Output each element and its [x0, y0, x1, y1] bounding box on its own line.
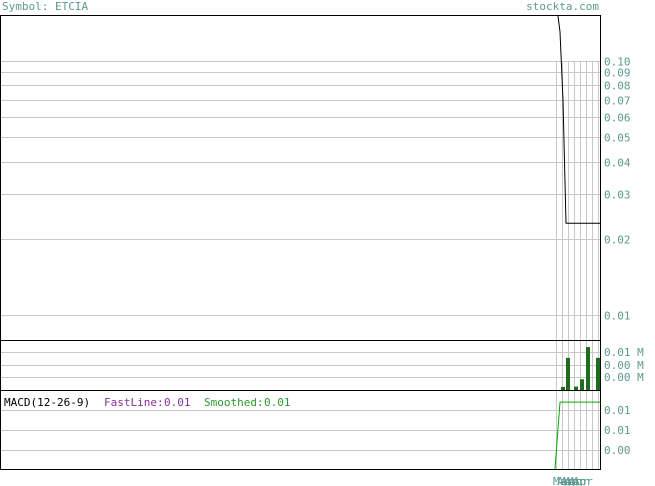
- price-gridlines: [1, 61, 600, 316]
- macd-axis-labels: 0.01 0.01 0.00: [604, 404, 631, 457]
- price-tick-label: 0.01: [604, 310, 631, 323]
- macd-fast-label: FastLine:: [104, 396, 164, 409]
- macd-tick-label: 0.01: [604, 404, 631, 417]
- price-tick-label: 0.02: [604, 234, 631, 247]
- price-tick-label: 0.07: [604, 95, 631, 108]
- volume-bar: [586, 347, 590, 390]
- x-tick-label: Apr: [561, 475, 581, 486]
- x-tick-label: Apr: [569, 475, 589, 486]
- volume-bar: [566, 357, 570, 390]
- macd-panel-frame: [0, 390, 601, 470]
- macd-fast-line: [554, 401, 600, 470]
- price-axis-labels: 0.100.090.08 0.07 0.06 0.05 0.04 0.03 0.02 0.01: [604, 56, 631, 323]
- volume-tick-label: 0.00 M: [604, 359, 644, 372]
- x-tick-label: Mar: [553, 475, 573, 486]
- volume-gridlines: [1, 352, 600, 378]
- price-tick-label: 0.06: [604, 112, 631, 125]
- price-tick-label: 0.10: [604, 56, 631, 69]
- macd-vertical-gridlines: [556, 391, 599, 469]
- price-vertical-gridlines: [556, 60, 599, 340]
- macd-label: MACD(12-26-9): [4, 396, 90, 409]
- site-watermark: stockta.com: [526, 0, 599, 13]
- macd-smooth-label: Smoothed:: [204, 396, 264, 409]
- macd-tick-label: 0.00: [604, 444, 631, 457]
- volume-bar: [596, 357, 600, 390]
- price-tick-label: 0.09: [604, 67, 631, 80]
- x-tick-label: Apr: [557, 475, 577, 486]
- volume-axis-labels: 0.01 M0.00 M0.00 M: [604, 346, 644, 384]
- macd-smooth-value: 0.01: [264, 396, 291, 409]
- volume-bar: [574, 386, 578, 390]
- volume-bar: [561, 386, 565, 390]
- x-tick-label: Apr: [565, 475, 585, 486]
- macd-gridlines: [1, 410, 600, 451]
- macd-panel: 0.01 0.01 0.00 MACD(12-26-9) FastLine: 0.0…: [0, 390, 631, 470]
- price-panel: 0.100.090.08 0.07 0.06 0.05 0.04 0.03 0.02 0.01: [0, 15, 631, 341]
- symbol-label: Symbol: ETCIA: [2, 0, 89, 13]
- macd-tick-label: 0.01: [604, 424, 631, 437]
- macd-fast-value: 0.01: [164, 396, 191, 409]
- price-tick-label: 0.08: [604, 80, 631, 93]
- price-tick-label: 0.05: [604, 132, 631, 145]
- x-tick-label: Apr: [573, 475, 593, 486]
- price-tick-label: 0.03: [604, 189, 631, 202]
- volume-panel: 0.01 M0.00 M0.00 M: [0, 340, 644, 391]
- price-line: [557, 15, 600, 224]
- price-tick-label: 0.04: [604, 157, 631, 170]
- volume-bars: [561, 347, 600, 390]
- volume-tick-label: 0.01 M: [604, 346, 644, 359]
- price-panel-frame: [0, 15, 601, 341]
- volume-bar: [580, 379, 584, 390]
- volume-tick-label: 0.00 M: [604, 371, 644, 384]
